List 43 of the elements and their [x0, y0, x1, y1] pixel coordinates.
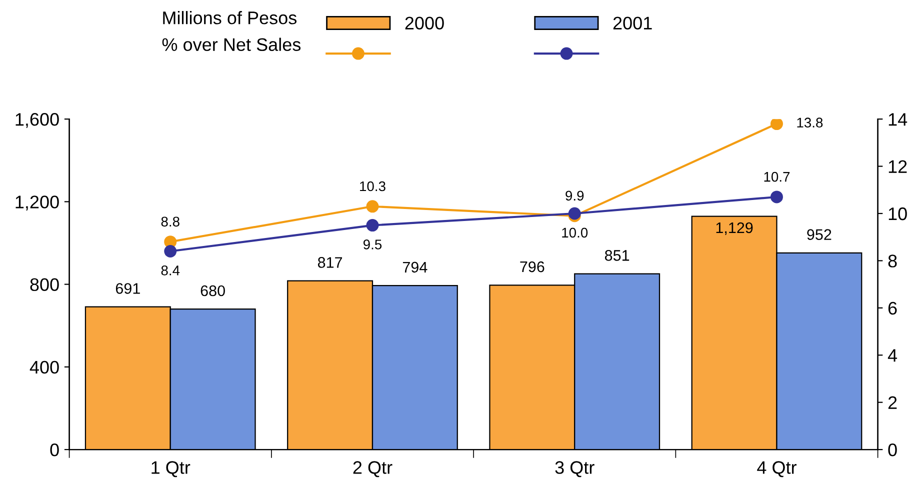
point [568, 207, 581, 220]
y-tick-label: 1,200 [16, 196, 59, 211]
data-label: 10.3 [360, 181, 386, 192]
point [366, 219, 379, 232]
point [770, 190, 783, 204]
y2-tick-label: 14 [888, 113, 908, 126]
data-label: 691 [116, 283, 140, 294]
data-label: 10.0 [562, 228, 588, 238]
data-label: 952 [807, 229, 832, 240]
y2-tick-label: 2 [888, 396, 897, 409]
point [164, 245, 177, 258]
data-label: 680 [200, 285, 225, 296]
data-label: 817 [318, 257, 342, 268]
data-label: 8.4 [161, 266, 180, 276]
data-label: 10.7 [764, 172, 790, 182]
x-tick-label: 4 Qtr [757, 461, 797, 478]
x-tick-label: 3 Qtr [555, 461, 594, 478]
point [770, 119, 783, 130]
data-label: 9.9 [566, 190, 584, 201]
data-label: 851 [604, 250, 630, 261]
y2-tick-label: 6 [888, 302, 897, 315]
data-label: 13.8 [797, 118, 823, 128]
y-tick-label: 0 [50, 443, 59, 456]
data-label: 1,129 [716, 222, 753, 235]
legend-label: 2000 [405, 16, 444, 30]
data-label: 796 [520, 261, 544, 272]
y2-tick-label: 12 [888, 160, 907, 173]
point [366, 200, 379, 213]
y-tick-label: 1,600 [16, 113, 59, 128]
text: % over Net Sales [162, 38, 301, 52]
y2-tick-label: 10 [888, 207, 907, 220]
y-tick-label: 400 [30, 360, 59, 374]
x-tick-label: 2 Qtr [353, 461, 392, 478]
legend-label: 2001 [613, 16, 652, 30]
y2-tick-label: 0 [888, 443, 897, 456]
y2-tick-label: 4 [888, 349, 898, 362]
text: Millions of Pesos [163, 11, 297, 24]
data-label: 9.5 [363, 240, 382, 250]
y-tick-label: 800 [30, 278, 59, 292]
x-tick-label: 1 Qtr [152, 461, 190, 478]
data-label: 794 [402, 262, 428, 273]
data-label: 8.8 [161, 216, 180, 227]
y2-tick-label: 8 [888, 254, 897, 268]
